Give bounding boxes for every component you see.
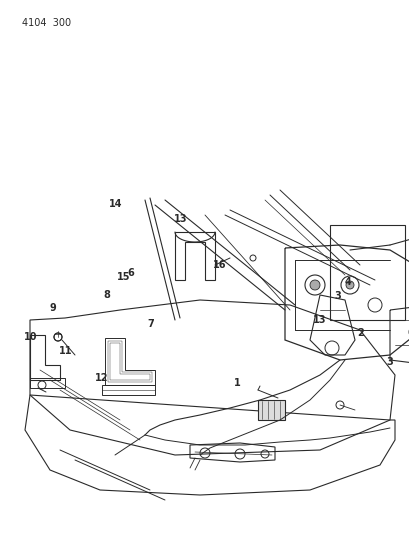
Text: 10: 10 [24, 332, 37, 342]
Text: 14: 14 [109, 199, 122, 209]
Bar [329, 225, 404, 320]
Text: 13: 13 [312, 315, 326, 325]
Text: 1: 1 [234, 378, 240, 387]
Text: 11: 11 [59, 346, 72, 356]
Text: 4104  300: 4104 300 [22, 18, 71, 28]
Text: 15: 15 [117, 272, 130, 281]
Text: 8: 8 [103, 290, 110, 300]
Text: 3: 3 [385, 358, 392, 367]
Text: 3: 3 [334, 291, 341, 301]
Text: 16: 16 [212, 260, 225, 270]
Text: 7: 7 [147, 319, 154, 328]
Text: 2: 2 [357, 328, 363, 338]
Text: 13: 13 [173, 214, 187, 223]
Text: 9: 9 [49, 303, 56, 312]
Polygon shape [257, 400, 284, 420]
Text: 4: 4 [344, 278, 351, 287]
Text: 12: 12 [95, 374, 108, 383]
Circle shape [309, 280, 319, 290]
Circle shape [345, 281, 353, 289]
Text: 6: 6 [127, 269, 133, 278]
